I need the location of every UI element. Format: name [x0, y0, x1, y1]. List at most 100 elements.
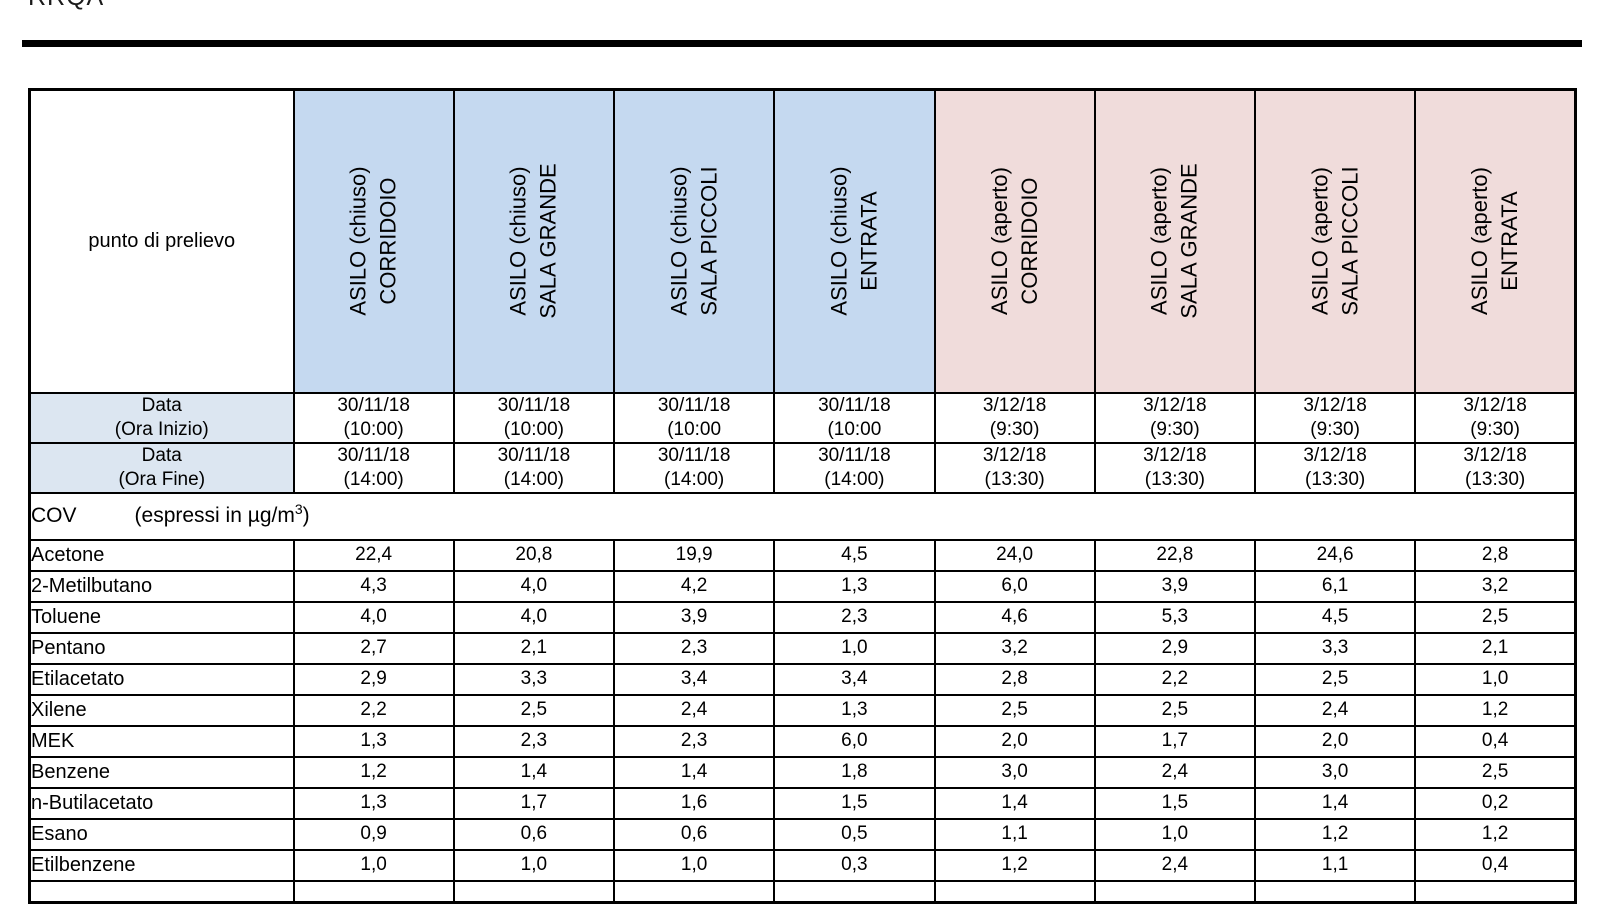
column-header-asilo-aperto-entrata: ASILO (aperto) ENTRATA [1414, 88, 1577, 394]
table-row-toluene: Toluene 4,0 4,0 3,9 2,3 4,6 5,3 4,5 2,5 [28, 600, 1577, 634]
compound-name: Benzene [28, 755, 295, 789]
value-cell: 1,8 [773, 755, 936, 789]
column-header-line1: ASILO (aperto) [1467, 167, 1493, 316]
value-cell: 3,9 [1093, 569, 1257, 603]
column-header-line1: ASILO (aperto) [1307, 167, 1333, 316]
value-cell: 1,0 [1414, 662, 1577, 696]
date-label-line1: Data [141, 444, 182, 466]
column-header-line1: ASILO (aperto) [1146, 167, 1172, 316]
date-end-cell: 30/11/18 (14:00) [292, 441, 455, 494]
value-cell: 0,5 [773, 817, 936, 851]
column-header-line2: SALA GRANDE [1176, 163, 1202, 319]
value-cell: 2,5 [452, 693, 616, 727]
value-cell: 5,3 [1093, 600, 1257, 634]
value-cell: 4,0 [292, 600, 455, 634]
value-cell: 1,0 [292, 848, 455, 882]
column-header-line2: CORRIDOIO [375, 177, 401, 305]
compound-name: MEK [28, 724, 295, 758]
time-value: (14:00) [824, 468, 885, 490]
date-value: 3/12/18 [1143, 394, 1207, 416]
column-header-asilo-chiuso-entrata: ASILO (chiuso) ENTRATA [773, 88, 936, 394]
value-cell: 2,9 [1093, 631, 1257, 665]
value-cell: 2,8 [1414, 538, 1577, 572]
table-row-xilene: Xilene 2,2 2,5 2,4 1,3 2,5 2,5 2,4 1,2 [28, 693, 1577, 727]
value-cell: 3,0 [1253, 755, 1417, 789]
value-cell: 2,2 [1093, 662, 1257, 696]
value-cell: 0,4 [1414, 724, 1577, 758]
date-value: 3/12/18 [1463, 444, 1527, 466]
value-cell: 4,0 [452, 569, 616, 603]
table-row-2-metilbutano: 2-Metilbutano 4,3 4,0 4,2 1,3 6,0 3,9 6,… [28, 569, 1577, 603]
value-cell: 1,0 [452, 848, 616, 882]
value-cell: 1,2 [1414, 817, 1577, 851]
value-cell: 0,9 [292, 817, 455, 851]
corner-cell: punto di prelievo [28, 88, 295, 394]
value-cell: 1,2 [933, 848, 1096, 882]
value-cell: 1,7 [1093, 724, 1257, 758]
value-cell: 1,1 [933, 817, 1096, 851]
value-cell: 1,4 [1253, 786, 1417, 820]
column-header-line2: SALA GRANDE [535, 163, 561, 319]
date-end-cell: 3/12/18 (13:30) [1253, 441, 1417, 494]
date-value: 30/11/18 [657, 394, 731, 416]
date-start-cell: 3/12/18 (9:30) [1414, 391, 1577, 444]
compound-name: Etilacetato [28, 662, 295, 696]
date-end-cell: 3/12/18 (13:30) [933, 441, 1096, 494]
value-cell: 1,3 [773, 693, 936, 727]
date-value: 3/12/18 [982, 394, 1047, 416]
date-value: 3/12/18 [982, 444, 1047, 466]
date-label-line1: Data [141, 394, 182, 416]
value-cell: 3,4 [612, 662, 776, 696]
date-end-label-cell: Data (Ora Fine) [28, 441, 295, 494]
value-cell: 1,2 [292, 755, 455, 789]
table-row-acetone: Acetone 22,4 20,8 19,9 4,5 24,0 22,8 24,… [28, 538, 1577, 572]
value-cell: 1,5 [1093, 786, 1257, 820]
value-cell: 24,0 [933, 538, 1096, 572]
table-row-etilbenzene: Etilbenzene 1,0 1,0 1,0 0,3 1,2 2,4 1,1 … [28, 848, 1577, 882]
time-value: (13:30) [1465, 468, 1526, 490]
cov-unit-superscript: 3 [294, 501, 303, 517]
compound-name: Etilbenzene [28, 848, 295, 882]
page-header-text: RRQA [28, 0, 104, 12]
time-value: (13:30) [1305, 468, 1366, 490]
value-cell: 1,2 [1414, 693, 1577, 727]
sampling-results-table: punto di prelievo ASILO (chiuso) CORRIDOI… [28, 88, 1577, 904]
value-cell: 1,5 [773, 786, 936, 820]
date-value: 3/12/18 [1463, 394, 1527, 416]
time-value: (9:30) [989, 418, 1040, 440]
value-cell: 4,5 [1253, 600, 1417, 634]
value-cell: 2,4 [1253, 693, 1417, 727]
table-row-benzene: Benzene 1,2 1,4 1,4 1,8 3,0 2,4 3,0 2,5 [28, 755, 1577, 789]
value-cell: 4,0 [452, 600, 616, 634]
value-cell: 1,4 [612, 755, 776, 789]
value-cell: 1,0 [773, 631, 936, 665]
header-divider-rule [22, 40, 1582, 47]
value-cell: 6,0 [773, 724, 936, 758]
value-cell [933, 879, 1096, 904]
value-cell: 3,3 [1253, 631, 1417, 665]
value-cell: 2,8 [933, 662, 1096, 696]
value-cell: 20,8 [452, 538, 616, 572]
cov-unit-suffix: ) [302, 504, 310, 527]
value-cell: 3,9 [612, 600, 776, 634]
date-value: 30/11/18 [337, 394, 410, 416]
table-row-pentano: Pentano 2,7 2,1 2,3 1,0 3,2 2,9 3,3 2,1 [28, 631, 1577, 665]
compound-name: Esano [28, 817, 295, 851]
value-cell: 1,0 [612, 848, 776, 882]
date-value: 3/12/18 [1303, 394, 1367, 416]
date-value: 3/12/18 [1303, 444, 1367, 466]
date-value: 30/11/18 [657, 444, 731, 466]
value-cell: 0,3 [773, 848, 936, 882]
value-cell: 1,7 [452, 786, 616, 820]
value-cell [773, 879, 936, 904]
date-value: 30/11/18 [497, 394, 571, 416]
column-header-line1: ASILO (chiuso) [666, 166, 692, 316]
value-cell: 1,4 [452, 755, 616, 789]
value-cell: 3,4 [773, 662, 936, 696]
value-cell: 22,4 [292, 538, 455, 572]
column-header-asilo-aperto-sala-piccoli: ASILO (aperto) SALA PICCOLI [1253, 88, 1417, 394]
column-header-line2: ENTRATA [1497, 191, 1523, 291]
time-value: (9:30) [1470, 418, 1520, 440]
value-cell: 1,3 [773, 569, 936, 603]
time-value: (10:00 [667, 418, 722, 440]
